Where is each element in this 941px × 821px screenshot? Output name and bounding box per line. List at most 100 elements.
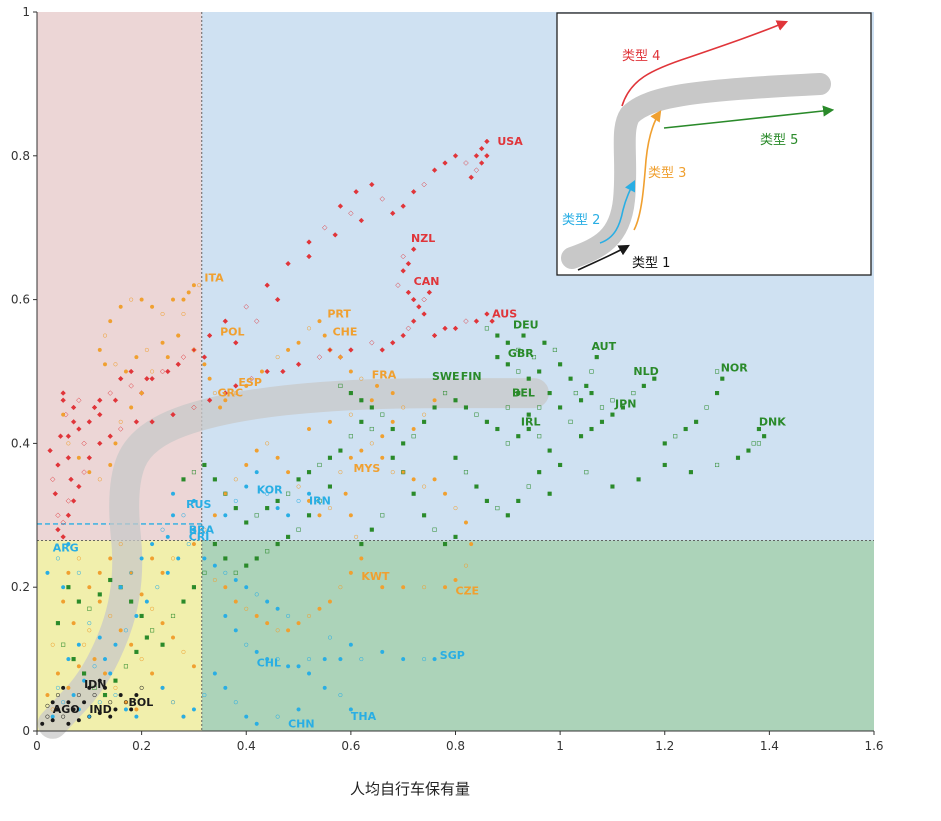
data-point [296,484,301,489]
series-type5 [55,326,767,698]
data-point [61,685,66,690]
data-point [579,398,584,403]
region-bottom-right [201,540,875,731]
data-point [641,383,646,388]
data-point [50,718,55,723]
data-point [97,700,102,705]
data-point [244,383,249,388]
data-point [568,419,573,424]
data-point [70,404,77,411]
data-point [380,434,385,439]
data-point [61,714,66,719]
data-point [353,188,359,195]
data-point [134,355,139,360]
data-point [65,512,72,519]
data-point [181,513,186,518]
data-point [244,585,249,590]
data-point [253,318,260,324]
data-point [380,649,385,654]
data-point [473,153,480,159]
data-point [473,167,480,173]
data-point [495,333,500,338]
data-point [233,477,238,482]
data-point [244,606,249,611]
country-label-nld: NLD [633,365,658,378]
data-point [212,391,217,396]
data-point [191,542,196,547]
data-point [92,693,97,698]
country-label-nzl: NZL [411,232,435,245]
data-point [547,448,552,453]
data-point [715,462,720,468]
data-point [123,628,128,633]
data-point [275,506,280,511]
data-point [212,577,217,583]
data-point [222,390,229,396]
data-point [223,585,228,590]
data-point [76,664,81,669]
y-tick-label: 0.4 [11,436,30,450]
data-point [505,513,510,518]
data-point [286,470,291,475]
data-point [474,412,479,417]
country-label-arg: ARG [53,541,79,554]
data-point [66,542,71,547]
data-point [286,491,291,496]
data-point [516,347,521,352]
data-point [202,462,207,468]
inset-label-type3: 类型 3 [648,166,686,181]
data-point [47,447,53,454]
data-point [144,635,149,640]
data-point [296,477,301,482]
data-point [265,506,270,511]
data-point [71,621,76,626]
data-point [369,339,375,346]
data-point [421,296,427,303]
data-point [453,398,458,403]
data-point [694,419,699,424]
data-point [102,657,108,662]
data-point [463,470,469,475]
data-point [275,714,280,719]
data-point [244,563,249,568]
data-point [735,455,741,460]
data-point [92,657,97,662]
data-point [306,253,312,260]
data-point [76,693,81,698]
data-point [150,369,155,374]
data-point [265,657,270,662]
data-point [206,397,213,404]
data-point [348,210,354,217]
data-point [317,462,322,468]
data-point [688,470,693,475]
data-point [186,542,191,547]
data-point [82,671,87,676]
country-label-swe: SWE [432,370,460,383]
data-point [410,296,417,303]
data-point [275,498,280,503]
data-point [102,685,108,690]
data-point [359,376,364,381]
data-point [359,448,364,453]
data-point [322,685,327,690]
data-point [286,534,291,539]
data-point [76,455,81,460]
data-point [186,290,191,295]
series-type3 [45,283,474,719]
data-point [81,469,87,475]
data-point [338,383,343,388]
data-point [348,391,353,396]
data-point [165,534,170,539]
data-point [359,542,364,547]
data-point [389,210,396,217]
data-point [453,506,458,511]
data-point [599,405,605,410]
data-point [191,470,196,475]
data-point [181,477,186,482]
data-point [327,419,333,424]
data-point [61,412,66,417]
data-point [102,362,108,367]
data-point [248,375,255,382]
country-label-jpn: JPN [614,397,636,410]
country-label-esp: ESP [238,376,262,389]
